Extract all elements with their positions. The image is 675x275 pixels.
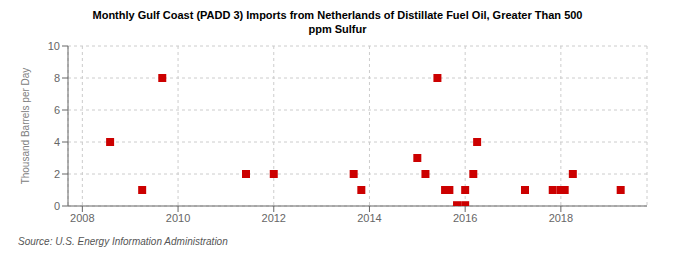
html-text:ppm Sulfur: ppm Sulfur (308, 23, 367, 35)
svg-text:2010: 2010 (166, 212, 190, 224)
svg-text:0: 0 (54, 200, 60, 212)
svg-text:10: 10 (48, 40, 60, 52)
svg-text:2018: 2018 (549, 212, 573, 224)
svg-text:2012: 2012 (262, 212, 286, 224)
html-text:Source: U.S. Energy Informatio: Source: U.S. Energy Information Administ… (18, 236, 228, 247)
svg-text:6: 6 (54, 104, 60, 116)
html-text:Monthly Gulf Coast (PADD 3) Im: Monthly Gulf Coast (PADD 3) Imports from… (92, 9, 583, 21)
svg-text:Thousand Barrels per Day: Thousand Barrels per Day (20, 68, 31, 185)
svg-text:2016: 2016 (453, 212, 477, 224)
svg-text:2: 2 (54, 168, 60, 180)
svg-text:8: 8 (54, 72, 60, 84)
svg-text:2008: 2008 (70, 212, 94, 224)
svg-text:4: 4 (54, 136, 60, 148)
svg-text:2014: 2014 (357, 212, 381, 224)
